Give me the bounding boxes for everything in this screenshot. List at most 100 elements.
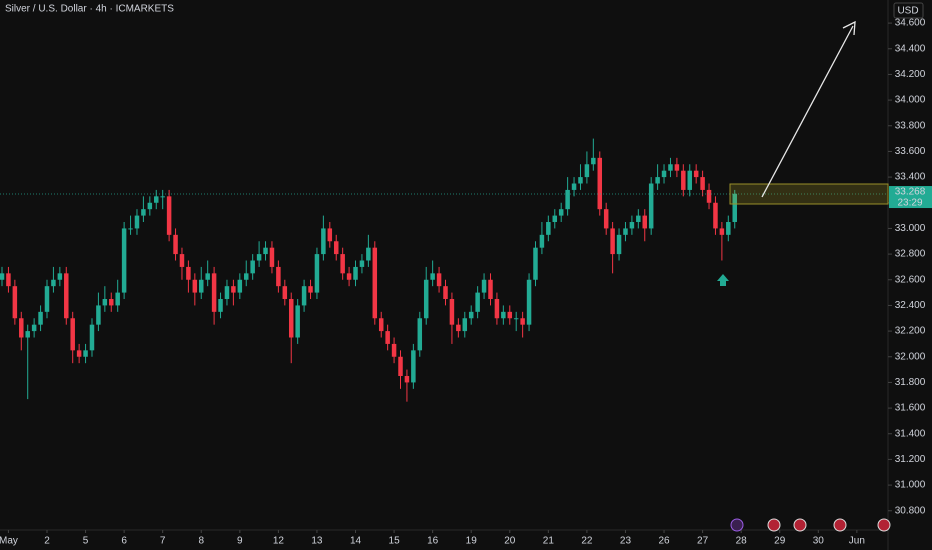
candle-body — [179, 254, 185, 267]
candle-body — [398, 356, 403, 377]
y-tick-label: 32.800 — [895, 249, 926, 260]
event-icon[interactable] — [767, 518, 781, 532]
candle-body — [436, 273, 442, 287]
candle-body — [616, 234, 622, 255]
candle-body — [700, 177, 705, 190]
candle-body — [623, 228, 628, 235]
x-tick-label: 19 — [466, 536, 478, 547]
candle-body — [31, 324, 37, 332]
x-tick-label: 29 — [774, 536, 786, 547]
x-tick-label: 2 — [44, 536, 50, 547]
candle-body — [76, 350, 82, 357]
y-tick-label: 32.400 — [895, 300, 926, 311]
candle-body — [462, 318, 468, 332]
candle-body — [571, 183, 577, 190]
candle-body — [218, 299, 223, 312]
x-tick-label: 22 — [581, 536, 593, 547]
candle-body — [494, 299, 500, 319]
candle-body — [89, 324, 95, 351]
candle-body — [378, 318, 384, 332]
candle-body — [115, 292, 120, 306]
candle-body — [629, 222, 635, 229]
candle-body — [25, 331, 30, 338]
candle-body — [109, 299, 114, 306]
candle-body — [603, 209, 609, 229]
candle-body — [134, 215, 140, 229]
candle-body — [520, 318, 525, 325]
currency-box[interactable] — [893, 2, 924, 19]
y-tick-label: 31.000 — [895, 480, 926, 491]
candle-body — [636, 215, 641, 223]
candle-body — [346, 273, 352, 280]
x-tick-label: 13 — [311, 536, 323, 547]
candle-body — [263, 247, 268, 255]
event-icon[interactable] — [730, 518, 744, 532]
price-label: 33.268 — [895, 187, 926, 198]
y-tick-label: 33.800 — [895, 120, 926, 131]
candle-body — [173, 234, 178, 255]
candle-body — [243, 273, 249, 280]
y-tick-label: 32.000 — [895, 351, 926, 362]
candle-body — [19, 318, 24, 338]
candle-body — [591, 157, 596, 165]
y-tick-label: 32.600 — [895, 274, 926, 285]
candle-body — [327, 228, 333, 242]
plot: 30.800 31.000 31.200 31.400 31.600 31.800 32.0… — [0, 18, 926, 547]
y-tick-label: 32.200 — [895, 326, 926, 337]
x-tick-label: 26 — [658, 536, 670, 547]
candle-body — [655, 177, 660, 184]
x-tick-label: 8 — [198, 536, 204, 547]
candle-body — [147, 202, 153, 210]
event-icon[interactable] — [877, 518, 891, 532]
event-icon[interactable] — [793, 518, 807, 532]
candle-body — [141, 209, 146, 216]
candle-body — [404, 376, 410, 383]
candle-body — [719, 228, 725, 235]
candle-body — [687, 170, 692, 190]
x-tick-label: 28 — [736, 536, 748, 547]
candle-body — [488, 279, 493, 300]
candle-body — [565, 189, 570, 210]
candle-body — [546, 222, 551, 235]
x-tick-label: 7 — [160, 536, 166, 547]
candle-body — [661, 170, 667, 178]
y-tick-label: 30.800 — [895, 505, 926, 516]
x-tick-label: 30 — [813, 536, 825, 547]
candle-body — [321, 228, 326, 255]
x-tick-label: 14 — [350, 536, 362, 547]
y-tick-label: 34.400 — [895, 43, 926, 54]
candle-body — [706, 189, 712, 203]
candle-body — [6, 273, 11, 287]
candle-body — [391, 343, 397, 357]
candle-body — [70, 318, 75, 351]
x-tick-label: 6 — [121, 536, 127, 547]
candle-body — [533, 247, 538, 280]
candle-body — [237, 279, 243, 293]
candle-body — [481, 279, 487, 293]
candle-body — [192, 279, 198, 293]
x-tick-label: 20 — [504, 536, 516, 547]
x-tick-label: 23 — [620, 536, 632, 547]
candle-body — [417, 318, 423, 351]
x-tick-label: 16 — [427, 536, 439, 547]
candle-body — [333, 241, 339, 255]
candle-body — [668, 164, 673, 171]
candle-body — [96, 305, 101, 325]
candle-body — [681, 170, 686, 190]
candle-body — [642, 215, 648, 229]
y-tick-label: 33.000 — [895, 223, 926, 234]
event-icon[interactable] — [833, 518, 847, 532]
candle-body — [693, 170, 699, 178]
y-tick-label: 31.400 — [895, 428, 926, 439]
candle-body — [250, 260, 255, 274]
candle-body — [12, 286, 18, 319]
price-badge — [889, 186, 932, 209]
candle-body — [526, 279, 532, 325]
candle-body — [0, 273, 5, 280]
candle-body — [288, 299, 294, 338]
y-tick-label: 34.600 — [895, 18, 926, 29]
candle-body — [301, 286, 307, 306]
candle-body — [475, 292, 480, 312]
candle-body — [276, 266, 281, 287]
